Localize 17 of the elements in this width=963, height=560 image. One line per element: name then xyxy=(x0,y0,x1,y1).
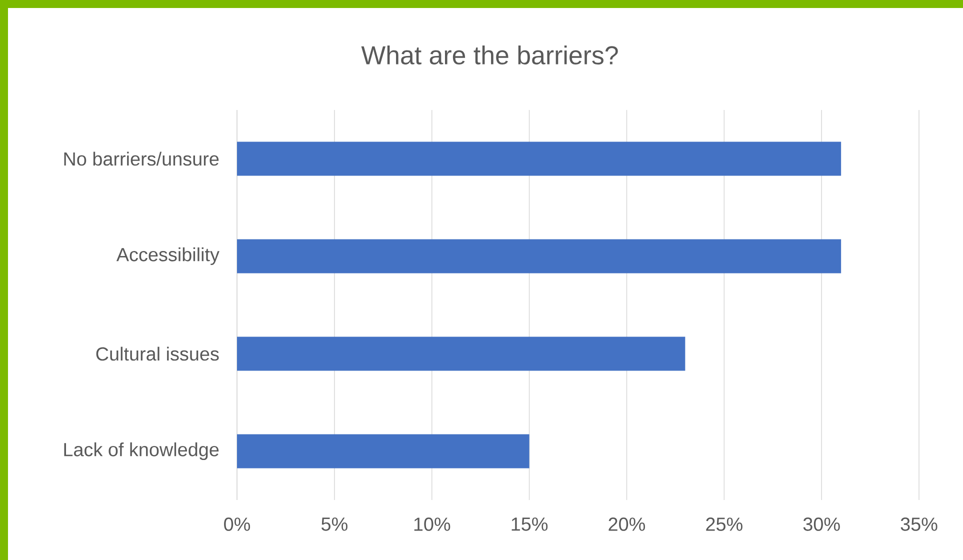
y-tick-label: Accessibility xyxy=(116,247,220,266)
x-tick-label: 30% xyxy=(803,518,840,531)
x-tick-label: 25% xyxy=(706,518,742,531)
bar xyxy=(237,142,842,176)
y-tick-label: No barriers/unsure xyxy=(64,152,219,166)
x-tick-label: 0% xyxy=(224,518,250,531)
bar xyxy=(237,239,842,274)
y-tick-label: Cultural issues xyxy=(96,346,219,361)
bar xyxy=(237,434,530,468)
x-tick-label: 15% xyxy=(512,518,548,531)
x-tick-label: 35% xyxy=(900,518,938,531)
bar xyxy=(237,336,686,371)
chart-title: What are the barriers? xyxy=(361,45,618,64)
x-tick-label: 5% xyxy=(322,518,348,531)
x-tick-label: 20% xyxy=(608,518,645,531)
y-tick-label: Lack of knowledge xyxy=(64,442,219,460)
x-tick-label: 10% xyxy=(414,518,450,531)
